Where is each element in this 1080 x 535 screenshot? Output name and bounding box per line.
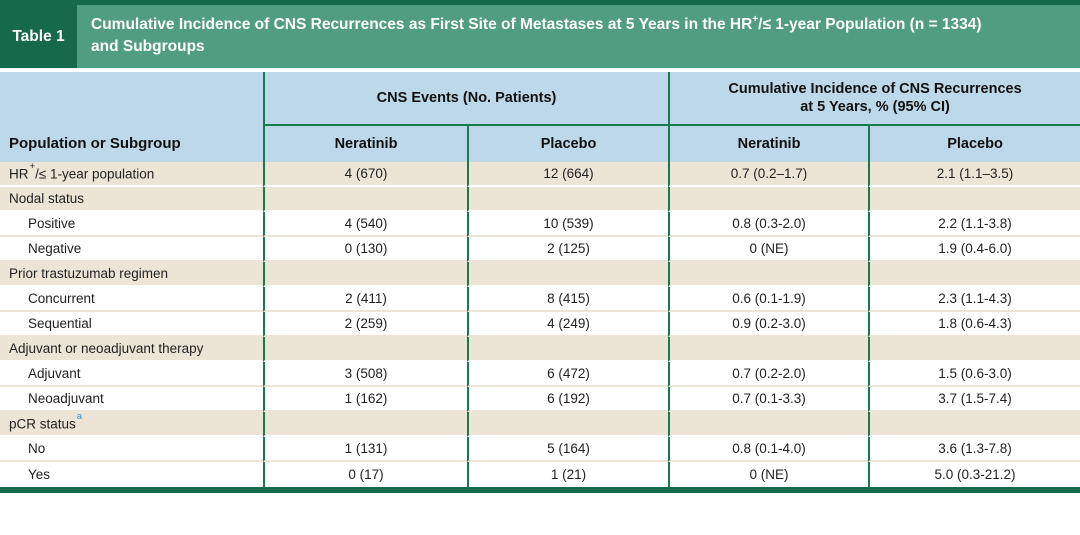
subheader-neratinib-incidence: Neratinib — [668, 126, 869, 162]
row-label: HR+/≤ 1-year population — [0, 161, 263, 187]
table-row: Sequential 2 (259) 4 (249) 0.9 (0.2-3.0) 1.8… — [0, 312, 1080, 337]
table-row: Neoadjuvant 1 (162) 6 (192) 0.7 (0.1-3.3) 3.… — [0, 387, 1080, 412]
data-cell: 1.5 (0.6-3.0) — [868, 362, 1080, 387]
data-cell — [668, 262, 869, 287]
superscript: + — [29, 161, 36, 173]
row-label: No — [0, 437, 263, 462]
row-label: Prior trastuzumab regimen — [0, 262, 263, 287]
data-cell — [263, 187, 467, 212]
data-cell: 2 (125) — [467, 237, 669, 262]
table-row: Positive 4 (540) 10 (539) 0.8 (0.3-2.0) 2.2 … — [0, 212, 1080, 237]
data-cell: 0.6 (0.1-1.9) — [668, 287, 869, 312]
data-cell: 0 (NE) — [668, 237, 869, 262]
data-cell: 0.7 (0.1-3.3) — [668, 387, 869, 412]
data-cell — [467, 262, 669, 287]
data-cell: 0.7 (0.2-2.0) — [668, 362, 869, 387]
data-cell — [467, 412, 669, 437]
data-cell: 1 (162) — [263, 387, 467, 412]
row-label: Positive — [0, 212, 263, 237]
data-cell: 10 (539) — [467, 212, 669, 237]
data-cell — [868, 337, 1080, 362]
subheader-placebo-events: Placebo — [467, 126, 669, 162]
table-row: Yes 0 (17) 1 (21) 0 (NE) 5.0 (0.3-21.2) — [0, 462, 1080, 487]
data-cell: 5.0 (0.3-21.2) — [868, 462, 1080, 487]
data-cell — [668, 412, 869, 437]
table-row: HR+/≤ 1-year population 4 (670) 12 (664) 0.… — [0, 161, 1080, 187]
data-cell: 0.8 (0.1-4.0) — [668, 437, 869, 462]
row-label: Adjuvant or neoadjuvant therapy — [0, 337, 263, 362]
data-cell — [467, 337, 669, 362]
data-cell — [263, 412, 467, 437]
table-title: Cumulative Incidence of CNS Recurrences … — [77, 5, 992, 68]
data-cell: 0 (17) — [263, 462, 467, 487]
data-cell: 3 (508) — [263, 362, 467, 387]
table-row: Negative 0 (130) 2 (125) 0 (NE) 1.9 (0.4-6.0… — [0, 237, 1080, 262]
data-cell: 3.6 (1.3-7.8) — [868, 437, 1080, 462]
data-cell: 4 (249) — [467, 312, 669, 337]
table-header: Population or Subgroup CNS Events (No. P… — [0, 72, 1080, 162]
data-cell: 0.8 (0.3-2.0) — [668, 212, 869, 237]
subheader-placebo-incidence: Placebo — [868, 126, 1080, 162]
table-body: HR+/≤ 1-year population 4 (670) 12 (664) 0.… — [0, 161, 1080, 487]
table-number-label: Table 1 — [0, 5, 77, 68]
data-cell: 2.1 (1.1–3.5) — [868, 162, 1080, 187]
data-cell: 12 (664) — [467, 162, 669, 187]
data-cell: 1 (131) — [263, 437, 467, 462]
data-cell: 4 (670) — [263, 162, 467, 187]
data-cell: 8 (415) — [467, 287, 669, 312]
data-cell — [263, 337, 467, 362]
data-cell — [263, 262, 467, 287]
table-row: Nodal status — [0, 187, 1080, 212]
group-header-cumulative-incidence: Cumulative Incidence of CNS Recurrences … — [668, 72, 1080, 126]
data-cell: 2.3 (1.1-4.3) — [868, 287, 1080, 312]
data-cell — [868, 262, 1080, 287]
column-header-population: Population or Subgroup — [0, 72, 263, 162]
data-cell — [668, 187, 869, 212]
data-cell — [868, 412, 1080, 437]
data-cell: 3.7 (1.5-7.4) — [868, 387, 1080, 412]
data-cell — [668, 337, 869, 362]
data-cell: 2 (259) — [263, 312, 467, 337]
data-cell: 0.7 (0.2–1.7) — [668, 162, 869, 187]
row-label: Neoadjuvant — [0, 387, 263, 412]
subheader-neratinib-events: Neratinib — [263, 126, 467, 162]
table-row: Concurrent 2 (411) 8 (415) 0.6 (0.1-1.9) 2.3… — [0, 287, 1080, 312]
data-cell: 5 (164) — [467, 437, 669, 462]
data-cell: 2 (411) — [263, 287, 467, 312]
row-label: pCR statusa — [0, 411, 263, 437]
data-cell: 0 (NE) — [668, 462, 869, 487]
data-cell — [467, 187, 669, 212]
row-label: Yes — [0, 462, 263, 487]
row-label: Sequential — [0, 312, 263, 337]
table-titlebar: Table 1 Cumulative Incidence of CNS Recu… — [0, 0, 1080, 68]
data-cell: 6 (192) — [467, 387, 669, 412]
footnote-marker: a — [76, 411, 83, 423]
table-title-line2: and Subgroups — [91, 37, 205, 55]
table-row: Adjuvant or neoadjuvant therapy — [0, 337, 1080, 362]
data-table: Population or Subgroup CNS Events (No. P… — [0, 72, 1080, 487]
superscript-plus: + — [752, 14, 759, 25]
data-cell: 4 (540) — [263, 212, 467, 237]
data-cell: 1.9 (0.4-6.0) — [868, 237, 1080, 262]
data-cell — [868, 187, 1080, 212]
row-label: Concurrent — [0, 287, 263, 312]
data-cell: 1.8 (0.6-4.3) — [868, 312, 1080, 337]
row-label: Negative — [0, 237, 263, 262]
table-row: Prior trastuzumab regimen — [0, 262, 1080, 287]
row-label: Nodal status — [0, 187, 263, 212]
titlebar-table-gap — [0, 68, 1080, 72]
group-header-cns-events: CNS Events (No. Patients) — [263, 72, 669, 126]
table-row: Adjuvant 3 (508) 6 (472) 0.7 (0.2-2.0) 1.5 (… — [0, 362, 1080, 387]
data-cell: 0 (130) — [263, 237, 467, 262]
table-title-line1: Cumulative Incidence of CNS Recurrences … — [91, 14, 982, 34]
data-cell: 6 (472) — [467, 362, 669, 387]
row-label: Adjuvant — [0, 362, 263, 387]
data-cell: 0.9 (0.2-3.0) — [668, 312, 869, 337]
table-row: pCR statusa — [0, 411, 1080, 437]
table-bottom-rule — [0, 487, 1080, 493]
data-cell: 2.2 (1.1-3.8) — [868, 212, 1080, 237]
table-row: No 1 (131) 5 (164) 0.8 (0.1-4.0) 3.6 (1.3-7.… — [0, 437, 1080, 462]
data-cell: 1 (21) — [467, 462, 669, 487]
